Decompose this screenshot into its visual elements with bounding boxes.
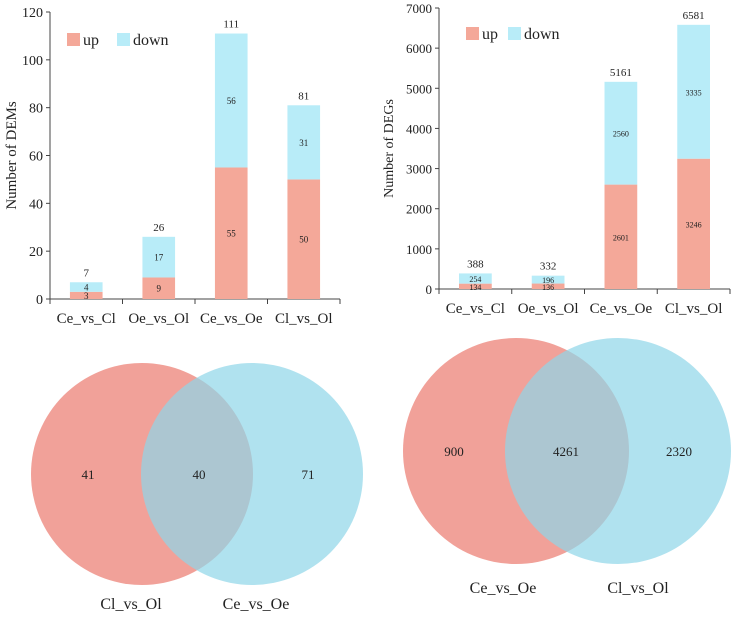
legend-swatch-down [117,33,130,46]
y-tick-label: 120 [22,6,43,21]
bar-up-Ce_vs_Oe [604,184,638,289]
data-label-up: 50 [299,235,309,245]
data-label-up: 3 [84,291,89,301]
bar-down-Ce_vs_Oe [214,33,248,168]
bar-down-Oe_vs_Ol [531,275,565,284]
data-label-total: 5161 [610,67,632,79]
dems-venn-diagram: 41 40 71 Cl_vs_Ol Ce_vs_Oe [31,363,363,613]
y-tick-label: 7000 [406,1,432,16]
data-label-down: 2560 [613,130,629,139]
x-tick-label: Ce_vs_Oe [590,301,653,317]
bar-down-Ce_vs_Oe [604,81,638,185]
x-tick-label: Ce_vs_Oe [200,311,263,327]
venn-set-label-right: Ce_vs_Oe [223,596,290,613]
venn-set-label-left: Ce_vs_Oe [470,580,537,597]
legend-swatch-down [508,27,521,40]
dems-bar-chart: 0 20 40 60 80 100 120 Ce_vs_Cl Oe_vs_Ol Ce_vs_Oe C… [4,6,341,327]
legend-label-up: up [482,26,498,43]
venn-count-intersection: 40 [193,467,206,482]
bar-up-Oe_vs_Ol [142,277,176,299]
legend-label-up: up [83,32,99,49]
bar-down-Ce_vs_Cl [69,282,103,292]
data-label-up: 134 [469,283,481,292]
data-label-total: 81 [298,90,309,102]
legend-label-down: down [133,32,169,49]
venn-set-label-right: Cl_vs_Ol [607,580,669,597]
data-label-down: 31 [299,138,308,148]
y-tick-label: 0 [426,282,433,297]
y-tick-label: 2000 [406,202,432,217]
venn-count-right-only: 71 [302,467,315,482]
data-label-down: 56 [227,96,237,106]
bar-down-Cl_vs_Ol [287,105,321,180]
y-axis-label: Number of DEGs [382,99,397,198]
data-label-up: 136 [542,283,554,292]
data-label-total: 111 [223,19,239,31]
y-tick-label: 4000 [406,121,432,136]
data-label-up: 55 [227,229,237,239]
data-label-total: 26 [153,222,165,234]
y-tick-label: 6000 [406,41,432,56]
y-tick-label: 20 [29,245,43,260]
data-label-down: 17 [154,253,164,263]
data-label-down: 4 [84,283,89,293]
bar-up-Ce_vs_Cl [69,291,103,299]
bar-up-Cl_vs_Ol [677,158,710,289]
y-tick-label: 0 [36,293,43,308]
y-tick-label: 5000 [406,81,432,96]
venn-circle-right [141,363,363,585]
bar-down-Ce_vs_Cl [459,273,492,284]
venn-count-right-only: 2320 [666,444,692,459]
data-label-total: 7 [84,267,90,279]
x-tick-label: Ce_vs_Cl [57,311,116,327]
y-tick-label: 80 [29,102,43,117]
data-label-up: 2601 [613,233,629,242]
degs-venn-diagram: 900 4261 2320 Ce_vs_Oe Cl_vs_Ol [403,338,731,597]
venn-count-intersection: 4261 [553,444,579,459]
data-label-total: 6581 [683,10,705,22]
venn-count-left-only: 900 [444,444,464,459]
bar-down-Cl_vs_Ol [677,24,710,159]
x-tick-label: Cl_vs_Ol [275,311,333,327]
y-tick-label: 100 [22,54,43,69]
bar-up-Ce_vs_Cl [459,283,492,289]
y-tick-label: 3000 [406,162,432,177]
bar-down-Oe_vs_Ol [142,236,176,278]
x-tick-label: Oe_vs_Ol [128,311,189,327]
data-label-up: 3246 [686,220,702,229]
legend-label-down: down [524,26,560,43]
y-tick-label: 40 [29,197,43,212]
data-label-total: 388 [467,258,484,270]
y-axis-label: Number of DEMs [4,101,20,209]
venn-set-label-left: Cl_vs_Ol [100,596,162,613]
data-label-down: 254 [469,275,481,284]
legend-swatch-up [67,33,80,46]
y-tick-label: 1000 [406,242,432,257]
data-label-up: 9 [157,284,162,294]
venn-count-left-only: 41 [82,467,95,482]
y-tick-label: 60 [29,150,43,165]
bar-up-Oe_vs_Ol [531,283,565,289]
data-label-down: 196 [542,276,554,285]
x-tick-label: Ce_vs_Cl [446,301,505,317]
bar-up-Ce_vs_Oe [214,167,248,299]
degs-bar-chart: 0 1000 2000 3000 4000 5000 6000 7000 Ce_vs_Cl Oe_… [382,1,731,317]
bar-up-Cl_vs_Ol [287,179,321,299]
x-tick-label: Oe_vs_Ol [518,301,579,317]
legend-swatch-up [466,27,479,40]
venn-circle-right [505,338,731,564]
data-label-down: 3335 [686,88,702,97]
data-label-total: 332 [540,261,557,273]
x-tick-label: Cl_vs_Ol [665,301,723,317]
